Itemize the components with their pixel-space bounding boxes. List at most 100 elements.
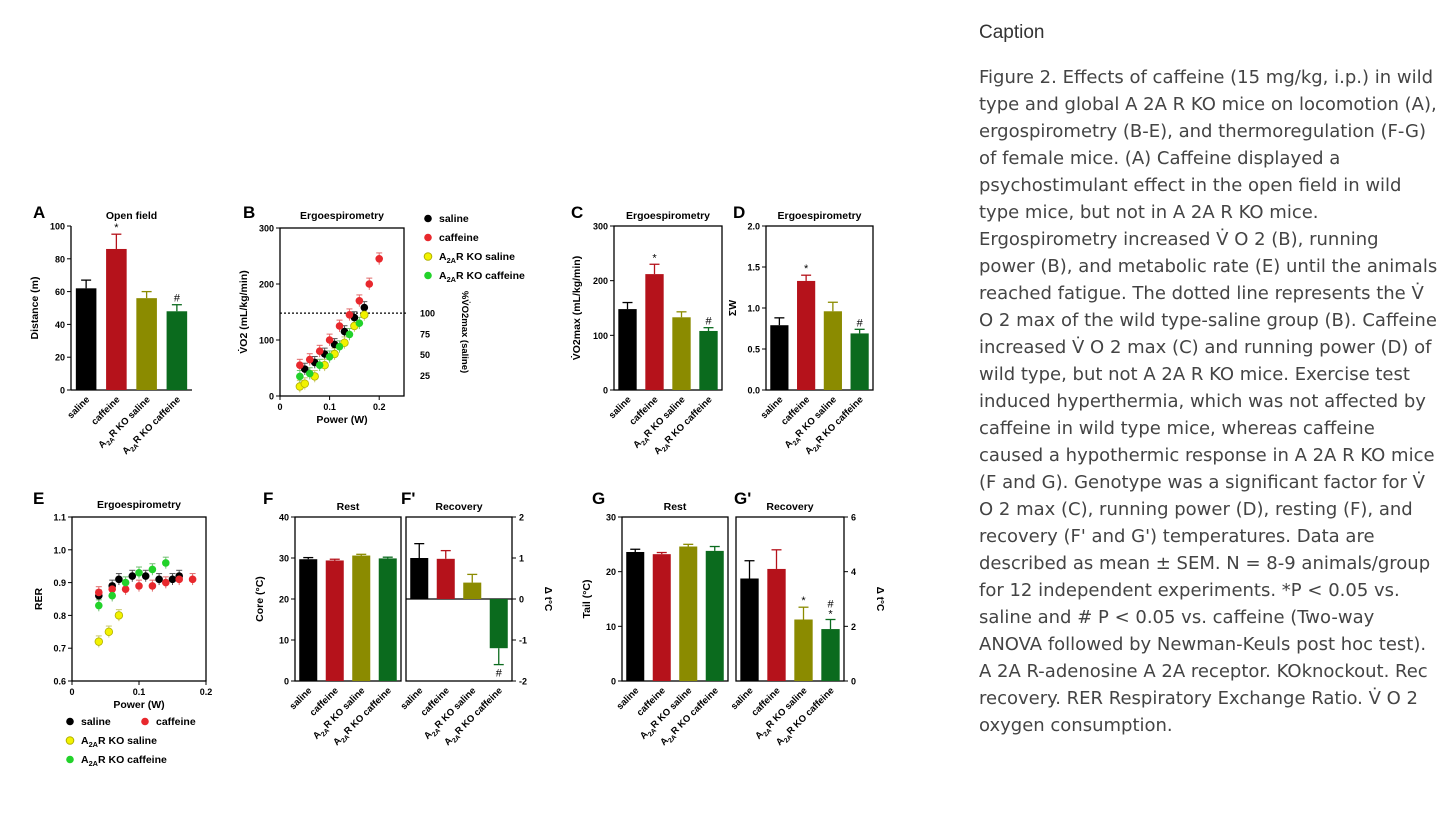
x-tick-label: 0.1	[323, 402, 336, 412]
data-point	[114, 611, 124, 620]
y-tick-label: 1.1	[53, 513, 66, 523]
y-tick-label: 0	[519, 595, 524, 605]
y-axis-label: V̇O2 (mL/kg/min)	[238, 270, 250, 353]
legend-marker	[66, 717, 74, 726]
data-point	[115, 575, 123, 584]
bar-ko-saline	[823, 311, 842, 390]
bar-caffeine	[797, 280, 816, 390]
y-axis-label: ΣW	[727, 300, 739, 316]
bar-caffeine	[106, 248, 127, 390]
y-tick-label: 20	[606, 567, 616, 577]
bar-saline	[626, 551, 645, 681]
y-tick-label: 1	[519, 554, 524, 564]
y-tick-label: 2	[851, 622, 856, 632]
y-axis-label: RER	[33, 587, 45, 610]
bar-ko-caffeine	[821, 629, 840, 681]
bar-ko-saline	[679, 546, 698, 681]
data-point	[135, 568, 143, 577]
legend-marker	[65, 736, 75, 745]
data-point	[104, 627, 114, 636]
data-point	[168, 575, 177, 584]
legend-label: saline	[439, 213, 469, 225]
data-point	[300, 379, 309, 388]
panel-title: Rest	[337, 501, 360, 513]
y-tick-label: 30	[279, 554, 289, 564]
y-tick-label: 40	[55, 320, 65, 330]
y-tick-label: 60	[55, 287, 65, 297]
bar-ko-caffeine	[699, 330, 718, 390]
data-point	[355, 297, 364, 305]
panel-title: Recovery	[766, 501, 813, 513]
y-axis-label: Tail (°C)	[581, 579, 593, 618]
data-point	[345, 311, 354, 319]
right-tick-label: 75	[420, 329, 430, 339]
y-tick-label: 4	[851, 567, 856, 577]
data-point	[296, 361, 304, 370]
data-point	[108, 585, 116, 593]
y-axis-label: Distance (m)	[29, 276, 41, 339]
bar-ko-saline	[136, 298, 157, 390]
significance-mark: *	[828, 609, 833, 621]
data-point	[335, 322, 344, 330]
data-point	[305, 355, 314, 364]
y-axis-label: V̇O2max (mL/kg/min)	[571, 256, 583, 360]
bar-ko-saline	[352, 555, 371, 681]
significance-mark: #	[705, 316, 712, 328]
significance-mark: *	[652, 252, 657, 264]
panel-title: Ergoespirometry	[777, 210, 861, 222]
caption-panel: Caption Figure 2. Effects of caffeine (1…	[979, 22, 1439, 739]
data-point	[108, 591, 116, 600]
panel-title: Rest	[664, 501, 687, 513]
plot-frame	[71, 516, 207, 682]
data-point	[135, 582, 143, 590]
data-point	[155, 575, 163, 584]
legend-E: saline caffeine A2AR KO saline A2AR KO caff…	[65, 716, 196, 768]
y-tick-label: 80	[55, 254, 65, 264]
data-point	[148, 582, 157, 590]
panel-letter: F	[263, 489, 273, 508]
caption-text: Figure 2. Effects of caffeine (15 mg/kg,…	[979, 67, 1438, 736]
significance-mark: *	[801, 595, 806, 607]
panel-title: Ergoespirometry	[97, 499, 181, 511]
y-tick-label: 0.8	[53, 611, 66, 621]
significance-mark: #	[857, 317, 864, 329]
panel-B: 0 0.1 0.2 0 100 200 300 25 50 75 100 %V̇O2max (sali…	[238, 210, 471, 426]
y-tick-label: 200	[593, 276, 608, 286]
bar-saline	[618, 309, 637, 390]
y-tick-label: 0.6	[53, 677, 66, 687]
data-point	[325, 353, 334, 361]
legend-label: A2AR KO caffeine	[439, 270, 525, 284]
x-category-label: saline	[65, 394, 92, 421]
plot-frame	[279, 227, 405, 397]
legend-marker	[66, 755, 74, 764]
data-point	[355, 319, 364, 328]
significance-mark: #	[496, 668, 503, 680]
bar-caffeine	[645, 274, 664, 390]
data-point	[141, 572, 150, 580]
legend-marker	[424, 214, 432, 223]
y-tick-label: 40	[279, 513, 289, 523]
right-axis-label: %V̇O2max (saline)	[459, 291, 470, 373]
legend-marker	[141, 717, 149, 726]
panel-E: 0 0.1 0.2 0.6 0.7 0.8 0.9 1.0 1.1 Ergoespirometry…	[33, 499, 212, 711]
y-tick-label: 0	[611, 677, 616, 687]
y-tick-label: 2.0	[747, 222, 760, 232]
data-point	[95, 588, 103, 597]
figure-2: A B C D E F F' G G' 0 20 40 60 80 100 saline * caffeine A2…	[29, 203, 885, 768]
significance-mark: *	[114, 222, 119, 234]
legend-B: saline caffeine A2AR KO saline A2AR KO caff…	[423, 213, 525, 284]
x-axis-label: Power (W)	[113, 699, 164, 711]
x-tick-label: 0.2	[200, 687, 213, 697]
panel-title: Open field	[106, 210, 157, 222]
y-tick-label: 0	[284, 677, 289, 687]
data-point	[325, 336, 334, 344]
legend-label: A2AR KO saline	[439, 251, 515, 265]
y-axis-label: Δ t°C	[874, 587, 885, 612]
bar-ko-saline	[672, 317, 691, 390]
y-tick-label: 10	[279, 636, 289, 646]
panel-letter: A	[33, 203, 45, 222]
plot-frame	[735, 516, 845, 682]
panel-letter: F'	[401, 489, 415, 508]
